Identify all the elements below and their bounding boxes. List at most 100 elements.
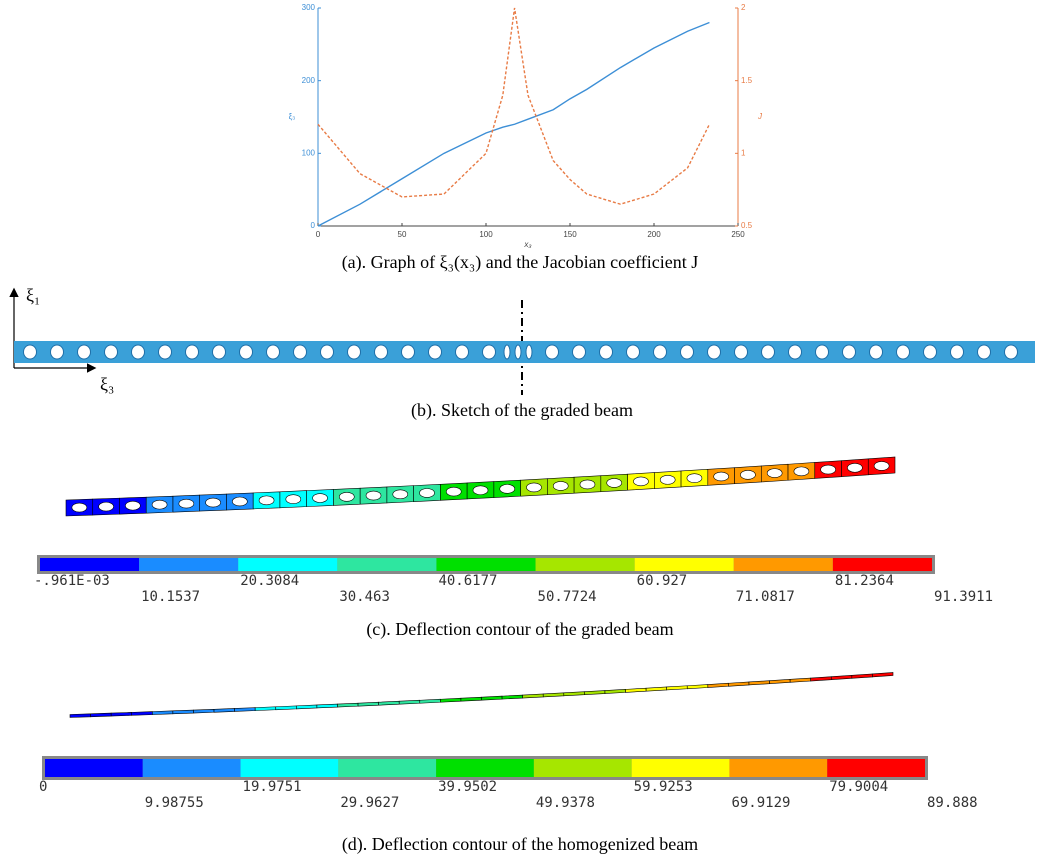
beam-segment [770,679,791,683]
beam-segment [91,713,112,717]
line [318,23,709,226]
colorbar-band [734,558,833,571]
beam-hole [870,345,883,359]
beam-hole [687,474,702,483]
colorbar-band [827,759,925,777]
beam-hole [607,478,622,487]
beam-hole [546,345,559,359]
y-tick-label: 100 [302,148,316,157]
beam-hole [526,345,532,359]
caption: (c). Deflection contour of the graded be… [366,619,673,640]
beam-hole [375,345,388,359]
colorbar-label: 81.2364 [835,573,894,589]
beam-segment [811,677,832,681]
caption: (b). Sketch of the graded beam [411,400,633,421]
y2-axis-label: J [757,112,763,121]
beam-hole [366,491,381,500]
beam-hole [924,345,937,359]
colorbar-band [143,759,241,777]
y-tick-label: 0 [311,221,316,230]
beam-segment [193,709,214,713]
colorbar-band [241,759,339,777]
beam-hole [232,497,247,506]
beam-hole [393,490,408,499]
y-tick-label: 200 [302,76,316,85]
beam-segment [70,714,91,718]
beam-segment [358,702,379,706]
beam-hole [600,345,613,359]
beam-segment [584,691,605,695]
beam-segment [235,708,256,712]
colorbar-label: 91.3911 [934,589,993,605]
beam-hole [627,345,640,359]
colorbar-band [337,558,436,571]
beam-hole [789,345,802,359]
beam-segment [605,689,626,693]
colorbar-band [833,558,932,571]
beam-hole [767,469,782,478]
beam-segment [502,695,523,699]
beam-hole [429,345,442,359]
beam-segment [646,687,667,691]
axis-label: ξ₃ [100,374,114,394]
beam-hole [456,345,469,359]
beam-hole [978,345,991,359]
colorbar-label: 40.6177 [438,573,497,589]
beam-hole [186,345,199,359]
beam-hole [504,345,510,359]
colorbar-band [534,759,632,777]
y2-tick-label: 1.5 [741,76,753,85]
beam-hole [714,472,729,481]
caption: (a). Graph of ξ₃(x₃) and the Jacobian co… [342,252,699,273]
x-axis-label: x₃ [523,240,531,249]
beam-hole [762,345,775,359]
beam-segment [152,711,173,715]
beam-segment [852,674,873,678]
beam-hole [473,486,488,495]
colorbar-label: 71.0817 [736,589,795,605]
beam-hole [735,345,748,359]
beam-hole [660,475,675,484]
colorbar-band [139,558,238,571]
beam-hole [132,345,145,359]
beam-hole [580,480,595,489]
x-tick-label: 150 [563,230,577,239]
beam-segment [728,682,749,686]
beam-hole [843,345,856,359]
beam-hole [159,345,172,359]
figure: ξ₁ ξ₃ (a). Graph of ξ₃(x₃) and the Jacob… [0,0,1037,863]
beam-hole [654,345,667,359]
colorbar-band [536,558,635,571]
beam-hole [24,345,37,359]
beam-segment [482,696,503,700]
colorbar-band [436,558,535,571]
beam-segment [831,675,852,679]
y2-tick-label: 1 [741,148,746,157]
y2-tick-label: 2 [741,3,746,12]
beam-segment [132,712,153,716]
beam-hole [259,496,274,505]
x-tick-label: 0 [316,230,321,239]
beam-hole [179,499,194,508]
beam-hole [1005,345,1018,359]
colorbar-band [729,759,827,777]
beam-hole [526,483,541,492]
beam-hole [874,461,889,470]
beam-hole [740,470,755,479]
beam-hole [573,345,586,359]
beam-hole [240,345,253,359]
beam-hole [313,494,328,503]
colorbar-label: 50.7724 [538,589,597,605]
beam-segment [749,681,770,685]
colorbar-label: 60.927 [637,573,688,589]
beam-segment [687,685,708,689]
caption: (d). Deflection contour of the homogeniz… [342,834,698,855]
colorbar-band [632,759,730,777]
beam-hole [847,463,862,472]
beam-hole [339,492,354,501]
beam-hole [633,477,648,486]
y-axis-label: ξ₃ [289,112,296,121]
beam-segment [420,699,441,703]
colorbar-label: 29.9627 [340,795,399,811]
colorbar-label: 59.9253 [634,779,693,795]
